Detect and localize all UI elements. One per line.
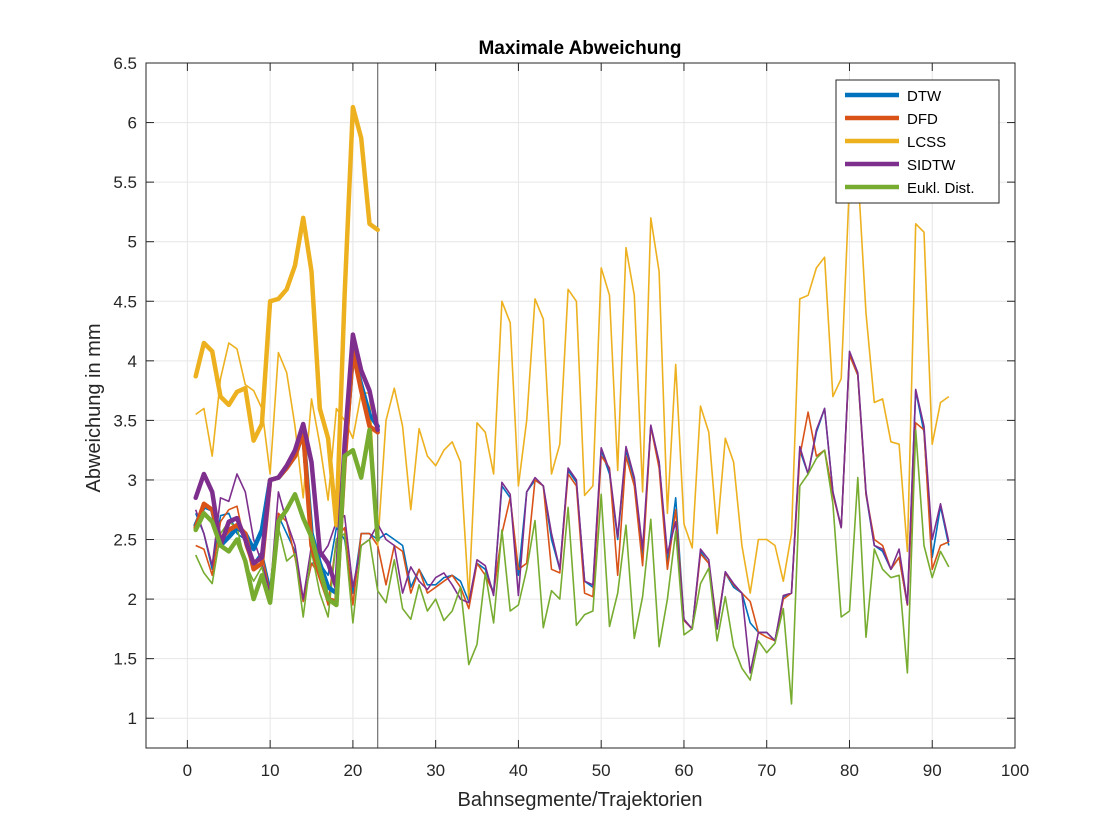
x-tick-label: 0 [183,761,192,780]
plot-frame [145,62,1016,749]
y-tick-label: 4 [128,352,137,371]
series-line-thin-2 [195,169,950,600]
y-tick-label: 6 [128,114,137,133]
series-line-thin-4 [194,429,950,705]
x-tick-label: 60 [674,761,693,780]
axes: 0 10 20 30 40 50 60 70 80 90 100 1 1.5 2 2.5 3 3.5 4 4.5 5 5… [113,54,1029,780]
x-tick-label: 90 [923,761,942,780]
legend-label-4: Eukl. Dist. [907,180,975,197]
legend: DTW DFD LCSS SIDTW Eukl. Dist. [835,79,1000,204]
chart-title: Maximale Abweichung [478,38,681,59]
series-line-thick-4 [193,427,380,608]
legend-label-3: SIDTW [907,157,956,174]
legend-label-0: DTW [907,88,942,105]
y-tick-label: 2 [128,590,137,609]
x-axis-label: Bahnsegmente/Trajektorien [458,789,703,811]
x-tick-label: 30 [426,761,445,780]
y-tick-label: 5 [128,233,137,252]
x-tick-label: 100 [1001,761,1029,780]
y-tick-label: 5.5 [113,173,137,192]
x-tick-label: 20 [343,761,362,780]
y-tick-label: 3.5 [113,411,137,430]
y-tick-label: 1 [128,709,137,728]
series-line-thick-3 [193,332,380,590]
series-line-thick-2 [193,104,380,528]
y-tick-label: 1.5 [113,650,137,669]
y-tick-label: 6.5 [113,54,137,73]
legend-label-1: DFD [907,111,938,128]
y-tick-label: 3 [128,471,137,490]
legend-label-2: LCSS [907,134,946,151]
y-tick-label: 4.5 [113,292,137,311]
series-group [193,104,950,705]
x-tick-label: 10 [261,761,280,780]
x-tick-label: 70 [757,761,776,780]
x-tick-label: 80 [840,761,859,780]
y-axis-label: Abweichung in mm [83,324,105,493]
y-tick-label: 2.5 [113,531,137,550]
x-tick-label: 50 [592,761,611,780]
x-tick-label: 40 [509,761,528,780]
